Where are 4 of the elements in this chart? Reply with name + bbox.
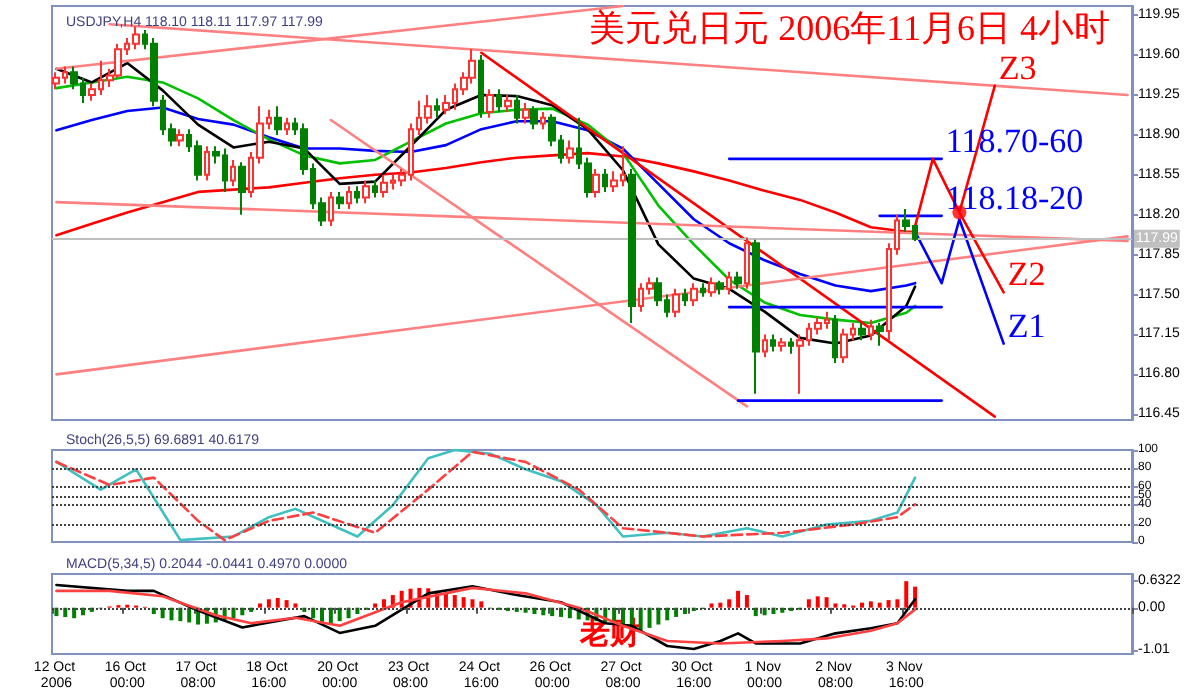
series-label: Z1 bbox=[1007, 306, 1046, 345]
chart-title: 美元兑日元 2006年11月6日 4小时 bbox=[589, 8, 1111, 48]
series-label: Z3 bbox=[998, 48, 1037, 87]
series-label: Z2 bbox=[1007, 255, 1046, 294]
